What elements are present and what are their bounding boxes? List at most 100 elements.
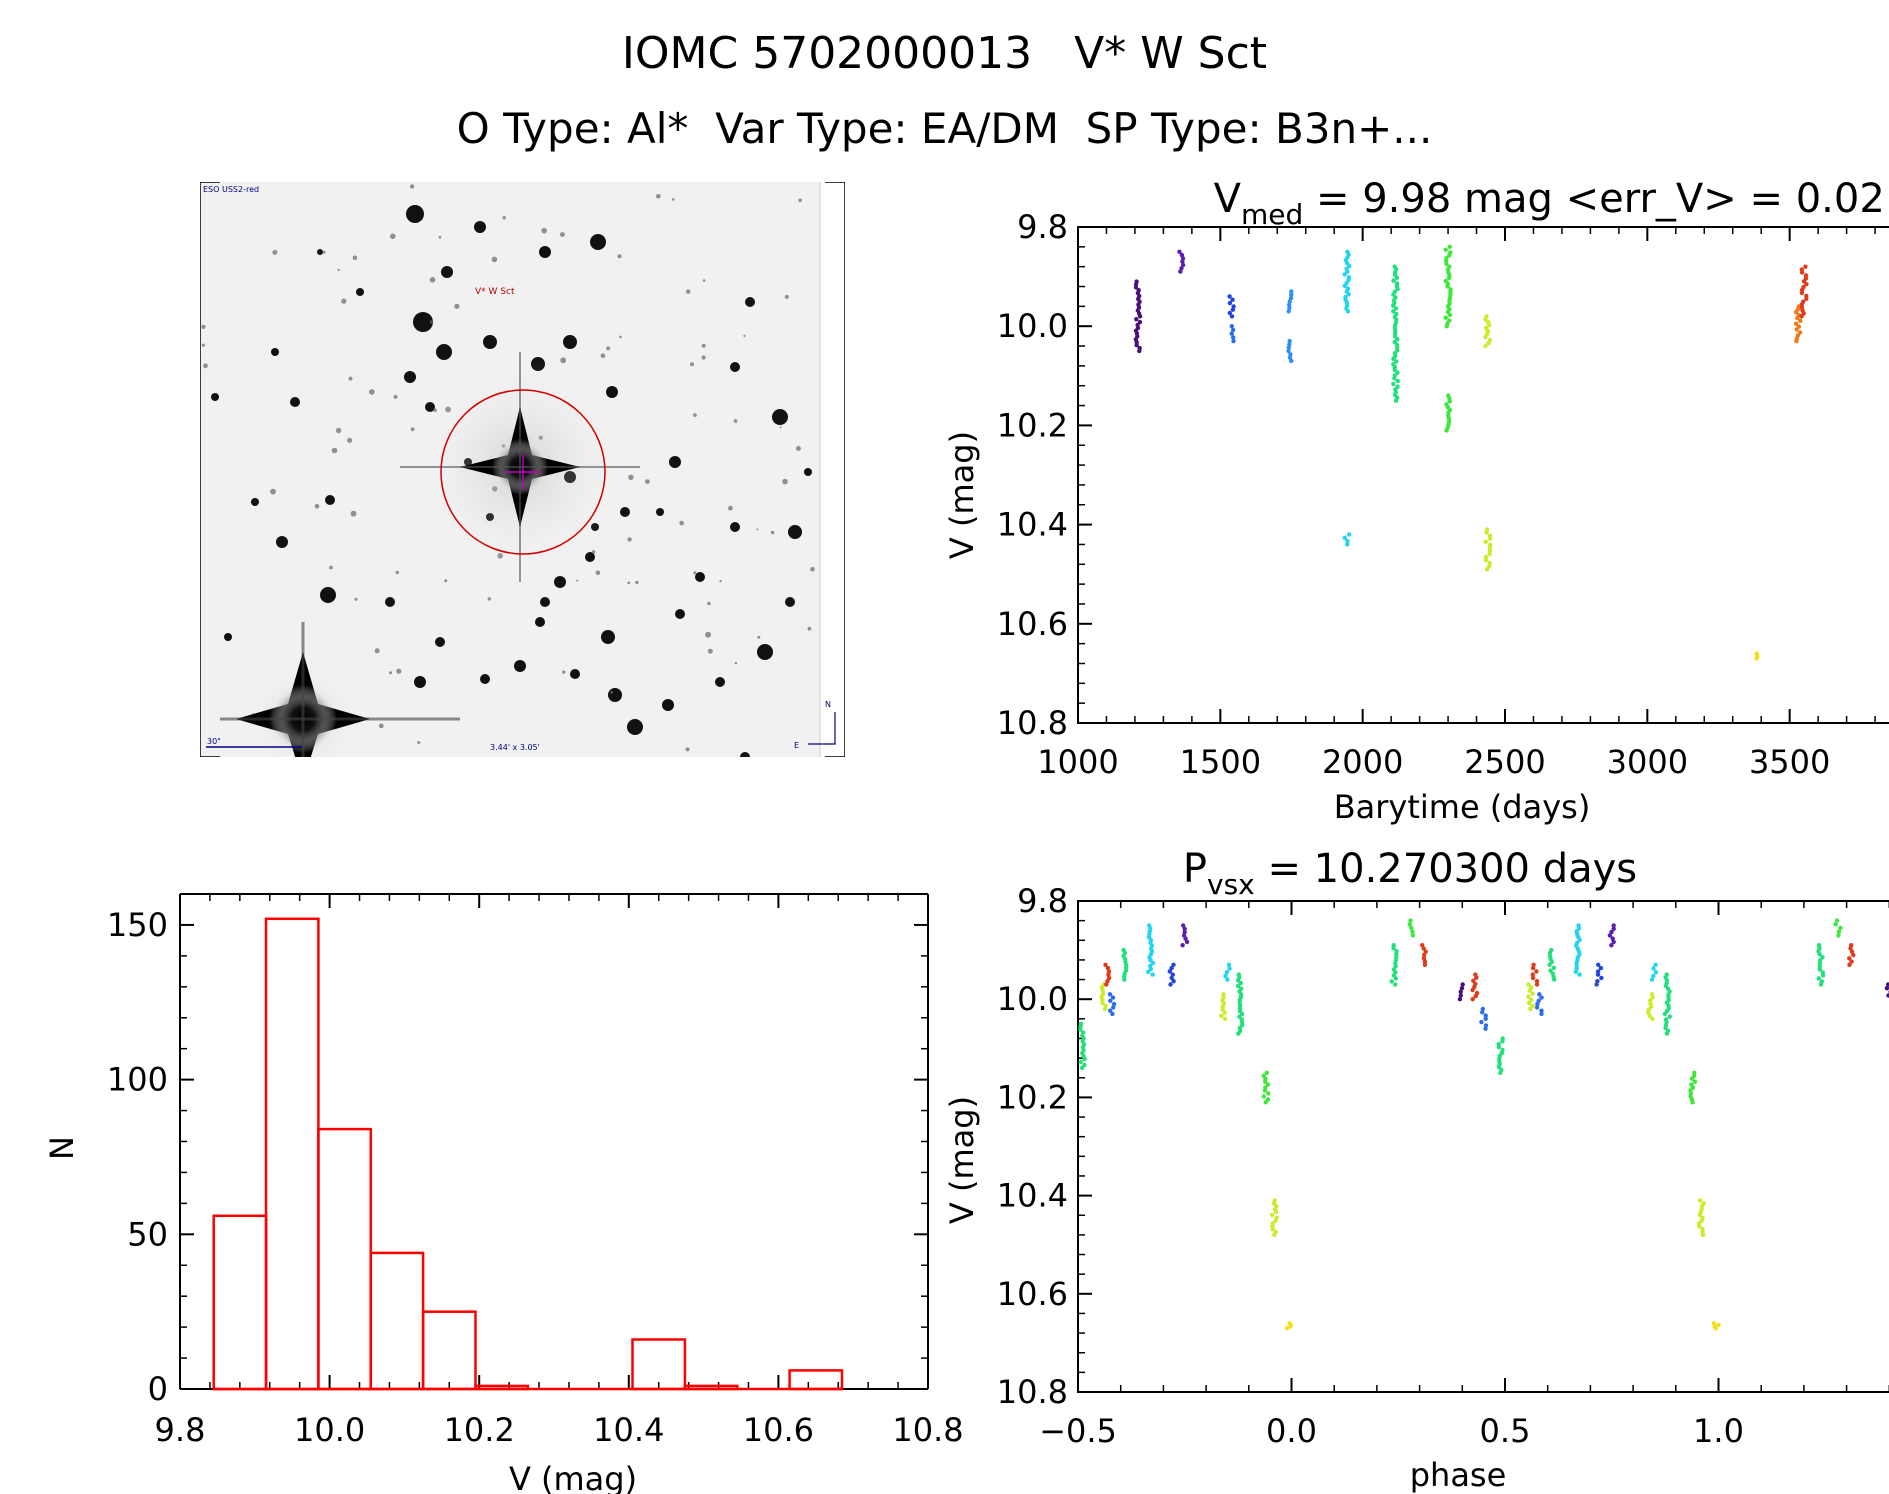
- phased-title-rest: = 10.270300 days: [1255, 846, 1637, 892]
- phased-point: [1653, 970, 1659, 975]
- finder-star: [772, 409, 788, 425]
- finder-star: [337, 268, 340, 272]
- phased-point: [1820, 973, 1826, 978]
- lightcurve-title-rest: = 9.98 mag <err_V> = 0.02 mag: [1303, 176, 1889, 222]
- finder-star: [608, 688, 622, 702]
- phased-point: [1474, 975, 1479, 980]
- histogram-xtick-label: 10.8: [892, 1411, 963, 1449]
- finder-star: [635, 580, 639, 585]
- lightcurve-point: [1230, 327, 1236, 333]
- lightcurve-point: [1179, 266, 1184, 271]
- lightcurve-point: [1180, 262, 1186, 268]
- finder-star: [441, 266, 453, 278]
- phased-point: [1849, 949, 1855, 954]
- finder-star: [540, 597, 550, 607]
- phased-point: [1226, 962, 1232, 967]
- phased-point: [1836, 929, 1842, 934]
- lightcurve-point: [1342, 283, 1347, 288]
- finder-star: [576, 579, 579, 582]
- phased-point: [1650, 1016, 1655, 1021]
- finder-star: [617, 254, 622, 259]
- phased-point: [1847, 956, 1852, 961]
- finder-star: [474, 221, 486, 233]
- finder-star: [374, 648, 380, 654]
- lightcurve-point: [1227, 300, 1233, 306]
- phased-point: [1530, 972, 1535, 977]
- lightcurve-title: Vmed = 9.98 mag <err_V> = 0.02 mag: [1214, 176, 1889, 231]
- finder-star: [390, 233, 396, 240]
- phased-point: [1539, 1011, 1544, 1017]
- phased-point: [1079, 1065, 1085, 1071]
- finder-star: [201, 343, 205, 347]
- lightcurve-point: [1754, 656, 1759, 661]
- lightcurve-point: [1394, 359, 1399, 364]
- lightcurve-point: [1288, 352, 1293, 357]
- finder-star: [804, 468, 812, 476]
- phased-point: [1122, 977, 1127, 982]
- lightcurve-point: [1286, 309, 1291, 314]
- finder-star: [627, 719, 643, 735]
- finder-star: [669, 456, 681, 468]
- phased-point: [1573, 969, 1578, 974]
- phased-point: [1851, 952, 1856, 958]
- histogram-xtick-label: 10.6: [743, 1411, 814, 1449]
- phased-point: [1534, 969, 1539, 974]
- lightcurve-point: [1229, 324, 1234, 329]
- histogram-bar: [369, 1251, 425, 1391]
- phased-point: [1595, 969, 1601, 974]
- phased-point: [1238, 980, 1243, 986]
- phased-point: [1817, 964, 1822, 969]
- finder-star: [329, 565, 333, 570]
- phased-point: [1269, 1212, 1275, 1217]
- finder-star: [491, 256, 498, 263]
- phased-ytick-label: 10.4: [997, 1177, 1068, 1215]
- phased-point: [1100, 997, 1105, 1002]
- phased-point: [1180, 943, 1185, 948]
- lightcurve-point: [1484, 530, 1489, 535]
- phased-point: [1182, 926, 1187, 931]
- phased-point: [1537, 992, 1542, 997]
- lightcurve-point: [1345, 538, 1350, 544]
- phased-point: [1170, 972, 1175, 977]
- lightcurve-point: [1793, 321, 1799, 326]
- phased-point: [1534, 982, 1540, 987]
- lightcurve-chart: Vmed = 9.98 mag <err_V> = 0.02 mag 10001…: [943, 176, 1889, 826]
- histogram-bar: [212, 1214, 268, 1391]
- finder-star: [690, 362, 694, 367]
- lightcurve-point: [1230, 297, 1235, 302]
- finder-star: [702, 279, 706, 282]
- phased-point: [1651, 966, 1656, 971]
- histogram-xlabel: V (mag): [509, 1460, 637, 1494]
- phased-point: [1458, 989, 1463, 994]
- finder-star: [779, 426, 782, 429]
- phased-point: [1596, 962, 1601, 967]
- lightcurve-point: [1795, 315, 1800, 321]
- finder-star: [560, 357, 567, 364]
- finder-star: [562, 670, 566, 674]
- finder-star: [715, 677, 725, 687]
- histogram-bar: [317, 1127, 373, 1391]
- finder-star: [730, 362, 740, 372]
- figure-title: IOMC 5702000013 V* W Sct: [621, 28, 1268, 79]
- phased-point: [1690, 1100, 1695, 1105]
- finder-star: [347, 437, 353, 443]
- phased-point: [1222, 1010, 1227, 1015]
- finder-star: [251, 498, 259, 506]
- phased-point: [1611, 923, 1616, 928]
- histogram-ylabel: N: [43, 1136, 81, 1160]
- lightcurve-point: [1346, 292, 1351, 297]
- phased-point: [1266, 1091, 1271, 1096]
- phased-xtick-label: −0.5: [1039, 1412, 1117, 1450]
- phased-point: [1480, 1006, 1485, 1012]
- phased-xlabel: phase: [1410, 1456, 1507, 1494]
- phased-point: [1530, 965, 1536, 971]
- finder-star: [705, 631, 712, 638]
- lightcurve-point: [1447, 244, 1452, 249]
- phased-point: [1108, 998, 1113, 1003]
- phased-point: [1407, 922, 1412, 927]
- lightcurve-point: [1447, 253, 1452, 258]
- finder-star: [795, 446, 801, 451]
- phased-point: [1389, 979, 1394, 984]
- lightcurve-ytick-label: 9.8: [1017, 208, 1068, 246]
- lightcurve-point: [1483, 539, 1488, 544]
